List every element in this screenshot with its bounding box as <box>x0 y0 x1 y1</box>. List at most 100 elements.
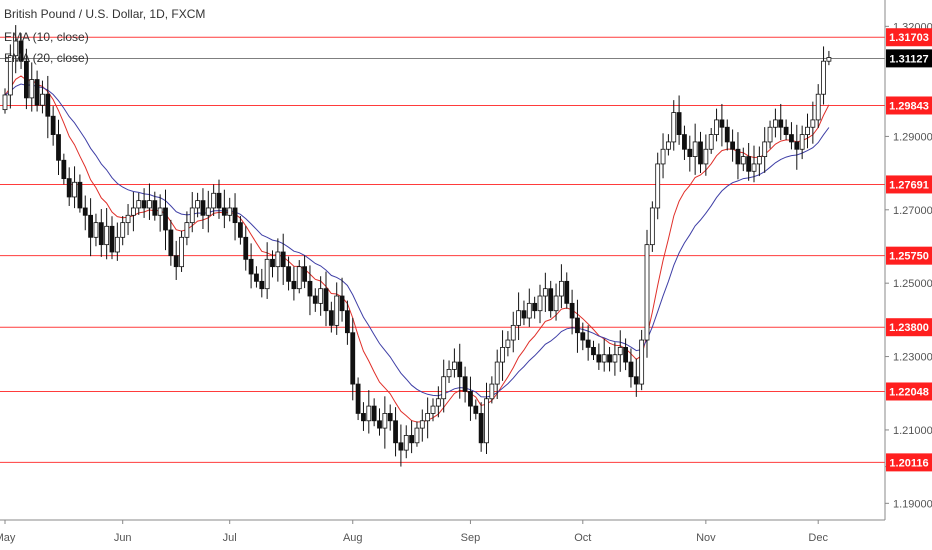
candle-body <box>264 258 270 290</box>
candle-body <box>548 288 554 312</box>
candle-body <box>596 354 602 363</box>
candle-body <box>628 361 634 378</box>
candle-body <box>612 354 618 363</box>
candle-body <box>708 134 714 150</box>
level-tag <box>886 96 932 115</box>
candle-body <box>366 405 372 422</box>
candle-body <box>692 141 698 157</box>
candle-body <box>489 383 495 400</box>
time-tick-label: Nov <box>696 532 716 544</box>
candle-body <box>350 332 356 385</box>
candle-body <box>580 332 586 341</box>
candle-body <box>398 442 404 451</box>
time-tick-label: Jul <box>223 532 237 544</box>
candle-body <box>425 413 431 422</box>
candle-body <box>660 148 666 165</box>
level-tag <box>886 382 932 401</box>
candle-body <box>109 225 115 253</box>
candle-body <box>687 148 693 157</box>
ema-lines <box>4 75 830 423</box>
candle-body <box>98 222 104 246</box>
candle-body <box>826 57 832 62</box>
candle-body <box>435 398 441 407</box>
candle-body <box>227 207 233 216</box>
price-tick-label: 1.25000 <box>893 278 932 290</box>
candle-body <box>286 266 291 282</box>
level-tag-label: 1.20116 <box>889 457 928 469</box>
candle-body <box>243 236 249 260</box>
candle-body <box>393 420 398 444</box>
candle-body <box>799 134 805 150</box>
candle-body <box>767 126 773 143</box>
candle-body <box>387 413 393 422</box>
candle-body <box>649 207 655 246</box>
candle-body <box>232 207 238 224</box>
time-tick-label: Aug <box>343 532 363 544</box>
level-tag <box>886 246 932 265</box>
level-tag <box>886 453 932 472</box>
candle-body <box>403 435 409 451</box>
candle-body <box>430 405 436 414</box>
candle-body <box>516 310 521 326</box>
price-tick-label: 1.19000 <box>893 498 932 510</box>
chart-title: British Pound / U.S. Dollar, 1D, FXCM <box>4 7 206 21</box>
candle-body <box>468 391 473 407</box>
candle-body <box>45 93 51 117</box>
candle-body <box>339 295 345 312</box>
candle-body <box>296 266 302 290</box>
candle-body <box>639 339 645 385</box>
candle-body <box>756 156 762 165</box>
time-axis: May Jun Jul Aug Sep Oct Nov Dec <box>0 519 932 550</box>
candle-body <box>762 141 768 157</box>
candle-body <box>676 112 682 135</box>
candle-body <box>419 420 425 429</box>
candle-body <box>377 420 382 429</box>
candle-body <box>88 214 93 238</box>
candle-body <box>821 60 826 95</box>
candle-body <box>542 288 548 297</box>
candle-body <box>361 413 366 422</box>
candle-body <box>521 310 527 319</box>
candle-body <box>355 383 361 414</box>
ema-slow-line <box>4 83 830 398</box>
candle-body <box>189 207 195 224</box>
candle-body <box>141 200 147 209</box>
candle-body <box>789 134 794 143</box>
candle-body <box>291 280 297 290</box>
candle-body <box>114 236 120 253</box>
candle-body <box>125 214 131 224</box>
candle-body <box>815 93 821 121</box>
candle-body <box>510 324 516 341</box>
candle-body <box>703 148 709 165</box>
price-tick-label: 1.32000 <box>893 21 932 33</box>
candle-body <box>7 55 13 96</box>
candle-body <box>601 354 607 363</box>
candle-body <box>446 369 452 378</box>
price-tick-label: 1.29000 <box>893 131 932 143</box>
candle-body <box>735 148 741 165</box>
time-tick-label: May <box>0 532 16 544</box>
candle-body <box>607 354 612 363</box>
candle-body <box>318 288 324 304</box>
level-tag-label: 1.29843 <box>889 100 929 112</box>
candle-body <box>302 266 308 282</box>
candle-body <box>50 115 56 135</box>
candle-body <box>740 156 746 165</box>
candle-body <box>147 200 152 209</box>
last-price-tag <box>886 49 932 68</box>
candle-body <box>259 280 265 290</box>
candle-body <box>719 119 725 128</box>
candle-body <box>810 119 816 128</box>
candle-body <box>714 119 719 135</box>
candle-body <box>382 413 388 429</box>
time-tick-label: Jun <box>114 532 132 544</box>
candle-body <box>805 126 810 135</box>
candle-body <box>666 141 671 150</box>
level-tag <box>886 318 932 337</box>
candle-body <box>93 222 99 238</box>
candle-body <box>644 244 650 341</box>
level-tag-label: 1.27691 <box>889 179 929 191</box>
level-tag <box>886 175 932 194</box>
candle-body <box>56 134 61 161</box>
